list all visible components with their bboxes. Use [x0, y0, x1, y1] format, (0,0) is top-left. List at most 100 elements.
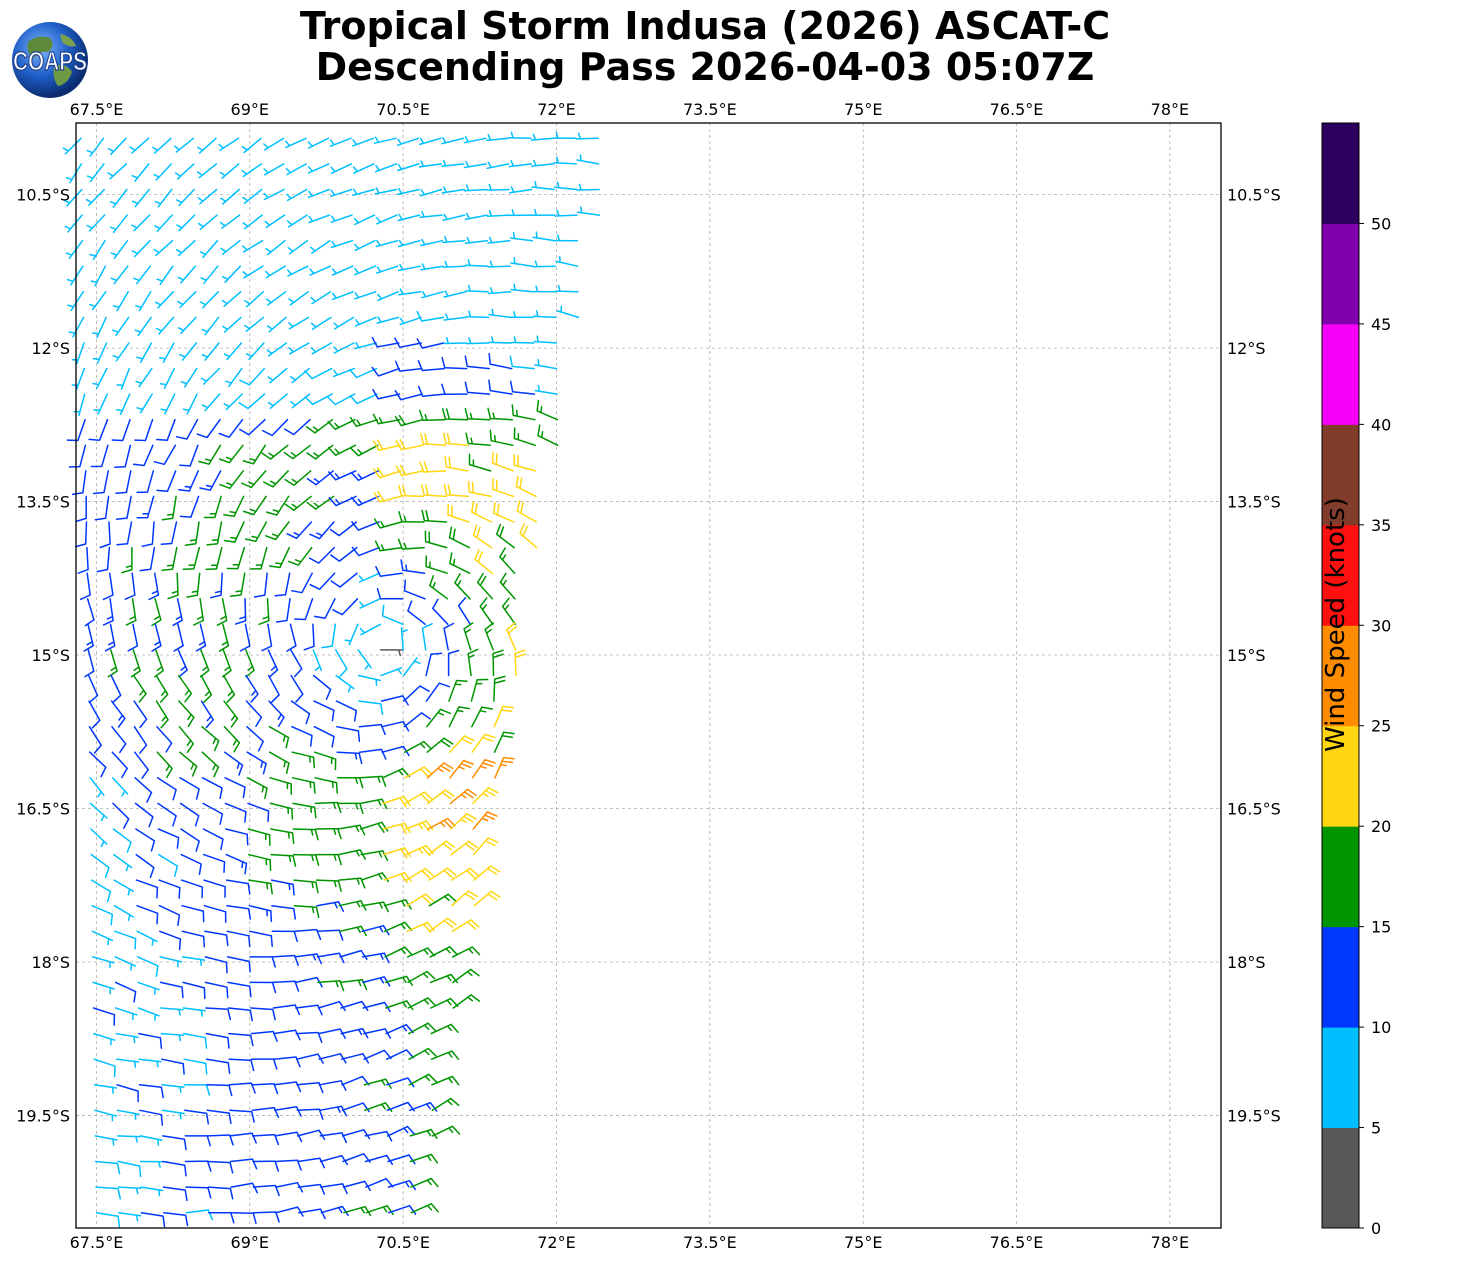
- wind-barb: [107, 163, 128, 180]
- wind-barb: [359, 775, 387, 787]
- wind-barb: [361, 924, 390, 936]
- wind-barb: [185, 1209, 214, 1221]
- wind-barb: [62, 137, 82, 155]
- wind-barb: [274, 1159, 302, 1171]
- wind-barb: [161, 1084, 185, 1094]
- wind-barb: [327, 444, 357, 456]
- wind-barb: [284, 418, 311, 436]
- wind-barb: [127, 623, 139, 652]
- wind-barb: [479, 597, 494, 626]
- wind-barb: [245, 649, 255, 678]
- wind-barb: [431, 1097, 460, 1112]
- wind-barb: [116, 367, 131, 390]
- wind-barb: [86, 214, 106, 232]
- wind-barb: [154, 188, 173, 208]
- wind-barb: [409, 1128, 438, 1140]
- wind-barb: [381, 745, 410, 757]
- wind-barb: [161, 495, 177, 521]
- wind-barb: [351, 521, 380, 531]
- wind-barb: [271, 930, 298, 943]
- wind-barb: [443, 337, 468, 345]
- wind-barb: [180, 367, 198, 388]
- wind-barb: [99, 521, 111, 549]
- wind-barb: [179, 444, 199, 467]
- wind-barb: [511, 336, 535, 344]
- wind-barb: [290, 700, 311, 725]
- coaps-logo: COAPS: [12, 22, 88, 98]
- wind-barb: [133, 265, 152, 285]
- wind-barb: [272, 1029, 301, 1041]
- colorbar-tick-label: 10: [1371, 1018, 1391, 1037]
- wind-barb: [288, 342, 310, 355]
- wind-barb: [509, 186, 533, 194]
- wind-barb: [315, 879, 342, 892]
- wind-barb: [576, 154, 600, 165]
- wind-barb: [383, 871, 412, 884]
- wind-barb: [201, 393, 221, 412]
- wind-barb: [250, 1007, 276, 1021]
- wind-barb: [208, 1211, 235, 1224]
- colorbar-bin: [1322, 725, 1359, 827]
- wind-barb: [379, 649, 404, 657]
- wind-barb: [376, 588, 404, 600]
- wind-barb: [154, 214, 173, 233]
- wind-barb: [317, 1000, 346, 1012]
- wind-barb: [161, 1109, 185, 1120]
- wind-barb: [294, 598, 314, 621]
- wind-barb: [398, 511, 425, 523]
- wind-barb: [179, 751, 198, 777]
- wind-barb: [155, 674, 169, 703]
- wind-barb: [130, 649, 141, 678]
- wind-barb: [375, 239, 399, 248]
- wind-barb: [382, 795, 411, 808]
- wind-barb: [510, 283, 534, 293]
- wind-barb: [354, 341, 378, 350]
- wind-barb: [224, 777, 246, 799]
- wind-barb: [376, 316, 400, 324]
- wind-barb: [273, 1056, 301, 1068]
- wind-barb: [102, 572, 114, 601]
- colorbar-tick-label: 35: [1371, 516, 1391, 535]
- wind-barb: [418, 137, 442, 146]
- wind-barb: [451, 919, 480, 933]
- wind-barb: [420, 432, 447, 447]
- wind-barb: [358, 572, 381, 583]
- wind-barb: [178, 470, 199, 492]
- wind-barb: [180, 828, 200, 852]
- wind-barb: [115, 470, 132, 495]
- wind-barb: [421, 484, 447, 498]
- wind-barb: [452, 968, 480, 984]
- colorbar-bin: [1322, 1027, 1359, 1129]
- wind-barb: [339, 949, 368, 961]
- wind-barb: [308, 214, 331, 224]
- wind-barb: [450, 812, 477, 830]
- wind-barb: [152, 137, 172, 154]
- wind-barb: [310, 342, 333, 355]
- wind-barb: [86, 137, 105, 157]
- wind-barb: [132, 674, 147, 703]
- wind-barb: [464, 381, 491, 395]
- wind-barb: [385, 1000, 414, 1011]
- wind-barb: [310, 291, 332, 305]
- wind-barb: [534, 384, 558, 395]
- wind-barb: [151, 598, 162, 627]
- wind-barb: [207, 1160, 234, 1174]
- wind-barb: [148, 572, 160, 601]
- colorbar-label: Wind Speed (knots): [1321, 497, 1351, 752]
- wind-barb: [428, 867, 457, 881]
- wind-barb: [65, 239, 84, 260]
- wind-barb: [250, 1030, 278, 1042]
- wind-barb: [332, 598, 359, 616]
- map-frame: [75, 122, 1222, 1229]
- wind-barb: [382, 847, 412, 859]
- wind-barb: [443, 622, 455, 651]
- wind-barb: [376, 214, 398, 225]
- wind-barb: [420, 263, 444, 271]
- wind-barb: [225, 853, 248, 875]
- wind-barb: [89, 291, 107, 311]
- wind-barb: [268, 751, 290, 775]
- wind-barb: [442, 235, 466, 244]
- wind-barb: [285, 163, 308, 176]
- wind-barb: [226, 956, 251, 973]
- wind-barb: [351, 137, 375, 147]
